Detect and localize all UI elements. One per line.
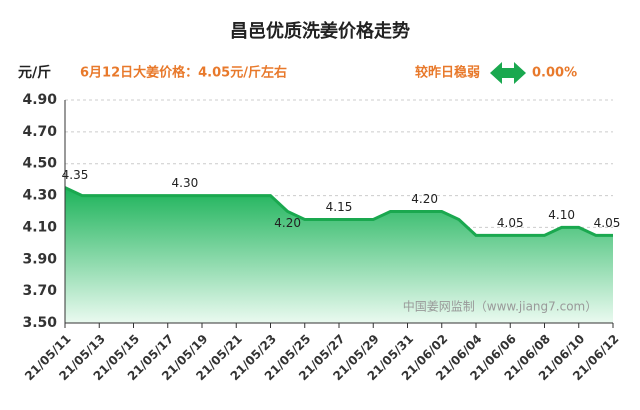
change-value: 0.00% [532,66,577,81]
watermark: 中国姜网监制（www.jiang7.com） [403,299,597,314]
y-tick-label: 4.30 [22,188,57,204]
y-axis-label: 元/斤 [18,64,51,81]
y-tick-label: 3.70 [22,283,57,299]
y-tick-label: 4.70 [22,124,57,140]
data-label: 4.15 [326,200,353,214]
y-tick-label: 4.50 [22,156,57,172]
data-label: 4.20 [411,192,438,206]
chart-title: 昌邑优质洗姜价格走势 [230,20,410,42]
y-tick-label: 3.90 [22,251,57,267]
annotation: 6月12日大姜价格：4.05元/斤左右 [80,65,287,81]
y-tick-label: 4.90 [22,92,57,108]
plot: 3.503.703.904.104.304.504.704.9021/05/11… [22,92,622,383]
y-tick-label: 3.50 [22,315,57,331]
data-label: 4.35 [62,168,89,182]
y-tick-label: 4.10 [22,219,57,235]
change-label: 较昨日稳弱 [415,65,480,81]
data-label: 4.30 [172,176,199,190]
line [64,186,613,237]
change-arrow [490,62,526,84]
data-label: 4.05 [497,216,524,230]
area [65,187,613,323]
data-label: 4.05 [594,216,621,230]
data-label: 4.20 [274,216,301,230]
data-label: 4.10 [548,208,575,222]
